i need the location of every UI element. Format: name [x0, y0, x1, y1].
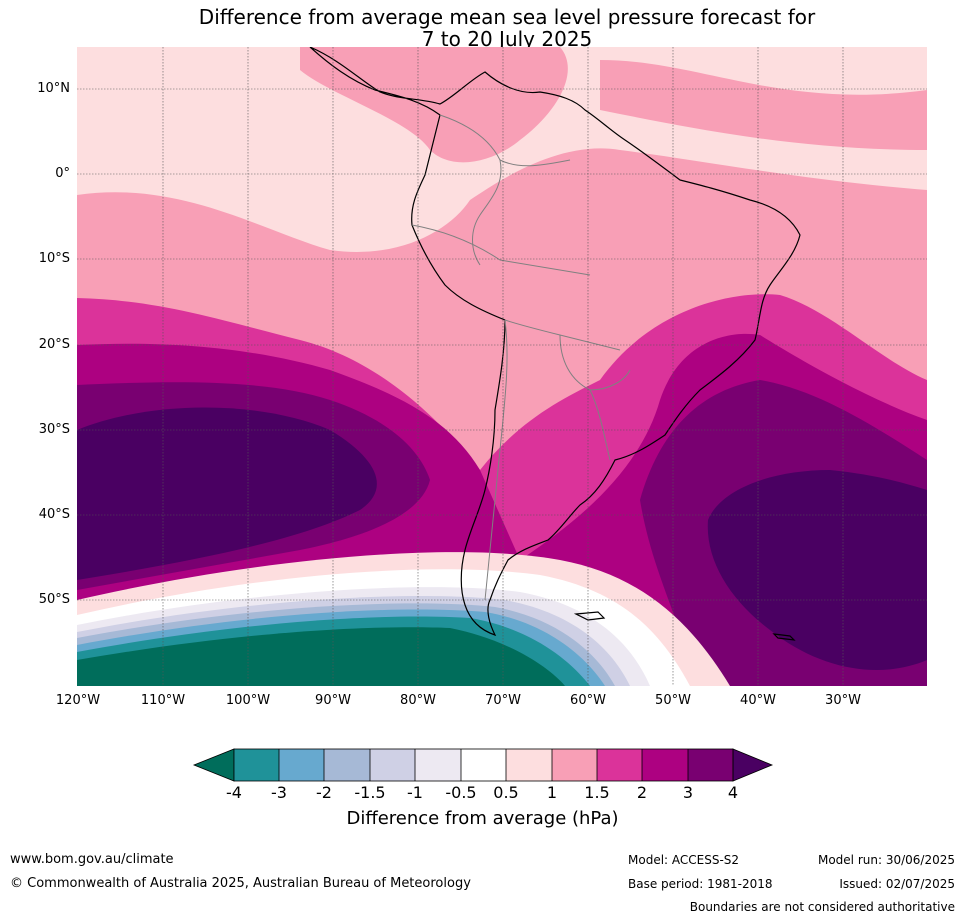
lon-label-80w: 80°W [400, 693, 436, 708]
pressure-anomaly-map [77, 47, 927, 686]
band-deep-purple-east [707, 470, 927, 670]
lon-label-120w: 120°W [55, 693, 101, 708]
colorbar-tick: -1 [407, 783, 423, 802]
colorbar-swatch [642, 749, 688, 781]
south-georgia [772, 633, 796, 641]
lat-label-0: 0° [55, 166, 70, 181]
colorbar [192, 748, 774, 782]
lat-label-20s: 20°S [38, 337, 70, 352]
graticule [77, 47, 927, 686]
lat-label-10n: 10°N [37, 81, 70, 96]
colorbar-tick: -1.5 [354, 783, 386, 802]
colorbar-tick: 4 [727, 783, 739, 802]
colorbar-tick: -4 [226, 783, 242, 802]
lon-label-110w: 110°W [140, 693, 186, 708]
lon-label-90w: 90°W [315, 693, 351, 708]
lon-label-100w: 100°W [225, 693, 271, 708]
colorbar-swatch [688, 749, 733, 781]
colorbar-tick: 3 [682, 783, 694, 802]
lat-label-50s: 50°S [38, 592, 70, 607]
lon-label-50w: 50°W [655, 693, 691, 708]
band-teal-dark [77, 627, 565, 686]
colorbar-swatch [552, 749, 597, 781]
colorbar-tick: 1 [546, 783, 558, 802]
anomaly-fields [77, 47, 927, 686]
band-pink-north [300, 47, 568, 163]
lat-label-10s: 10°S [38, 251, 70, 266]
colorbar-tick: -3 [271, 783, 287, 802]
footer-model-run: Model run: 30/06/2025 [817, 853, 955, 867]
coastlines [309, 47, 801, 641]
country-borders [411, 114, 631, 601]
south-america-coastline [309, 47, 801, 637]
lon-label-30w: 30°W [825, 693, 861, 708]
map-title-line-1: Difference from average mean sea level p… [198, 5, 816, 29]
colorbar-label: Difference from average (hPa) [346, 808, 619, 829]
lon-label-40w: 40°W [740, 693, 776, 708]
colorbar-tick: 1.5 [584, 783, 610, 802]
band-deep-purple [77, 407, 377, 580]
footer-disclaimer: Boundaries are not considered authoritat… [689, 900, 955, 914]
footer-url: www.bom.gov.au/climate [10, 852, 174, 867]
falkland-islands [573, 611, 606, 621]
colorbar-tick: -0.5 [445, 783, 477, 802]
footer-model: Model: ACCESS-S2 [628, 853, 740, 867]
footer-copyright: © Commonwealth of Australia 2025, Austra… [10, 876, 471, 891]
colorbar-swatch [324, 749, 370, 781]
footer-base-period: Base period: 1981-2018 [628, 877, 773, 891]
colorbar-extend-high [732, 748, 774, 782]
lat-label-30s: 30°S [38, 422, 70, 437]
colorbar-tick: 0.5 [493, 783, 519, 802]
colorbar-tick: 2 [636, 783, 648, 802]
colorbar-swatch [370, 749, 415, 781]
colorbar-extend-low [192, 748, 235, 782]
colorbar-swatch [461, 749, 506, 781]
map-title-line-2: 7 to 20 July 2025 [421, 27, 593, 51]
colorbar-swatch [415, 749, 461, 781]
colorbar-swatch [506, 749, 552, 781]
lon-label-60w: 60°W [570, 693, 606, 708]
colorbar-swatch [597, 749, 642, 781]
lon-label-70w: 70°W [485, 693, 521, 708]
colorbar-tick: -2 [316, 783, 332, 802]
lat-label-40s: 40°S [38, 507, 70, 522]
colorbar-swatch [279, 749, 324, 781]
footer-issued: Issued: 02/07/2025 [839, 877, 955, 891]
colorbar-swatch [234, 749, 279, 781]
band-pink-north-east [600, 60, 927, 150]
